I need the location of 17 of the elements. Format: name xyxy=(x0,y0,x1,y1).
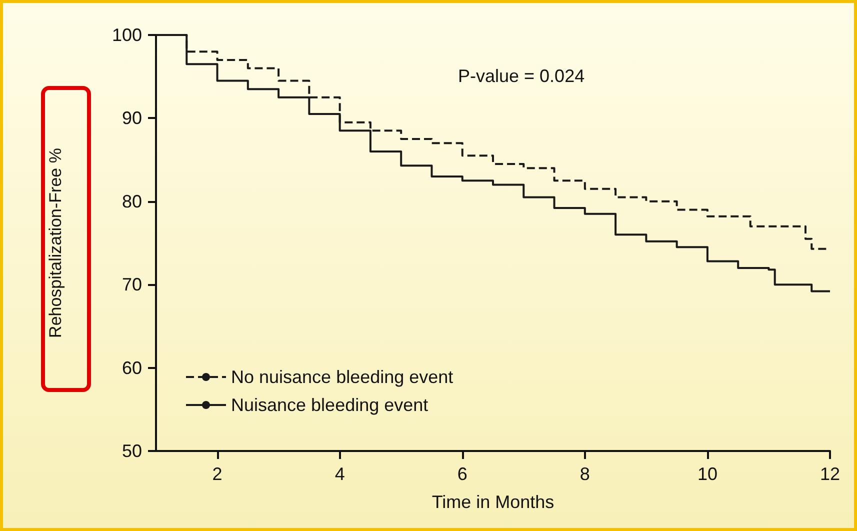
y-tick-label: 80 xyxy=(122,191,142,212)
y-tick-label: 90 xyxy=(122,108,142,128)
y-tick-label: 50 xyxy=(122,441,142,461)
legend-label: No nuisance bleeding event xyxy=(231,367,454,387)
x-tick-label: 4 xyxy=(334,464,345,484)
x-axis-title: Time in Months xyxy=(432,492,554,512)
x-tick-label: 8 xyxy=(580,464,590,484)
annotation: P-value = 0.024 xyxy=(458,66,585,87)
x-tick-label: 12 xyxy=(820,464,840,484)
legend-label: Nuisance bleeding event xyxy=(231,395,428,415)
x-tick-label: 10 xyxy=(697,464,718,484)
x-tick-label: 2 xyxy=(212,464,222,484)
x-tick-label: 6 xyxy=(457,464,468,484)
y-tick-label: 100 xyxy=(112,25,142,45)
y-axis-title: Rehospitalization-Free % xyxy=(46,148,65,338)
y-tick-label: 60 xyxy=(122,358,142,378)
y-tick-label: 70 xyxy=(122,274,142,295)
